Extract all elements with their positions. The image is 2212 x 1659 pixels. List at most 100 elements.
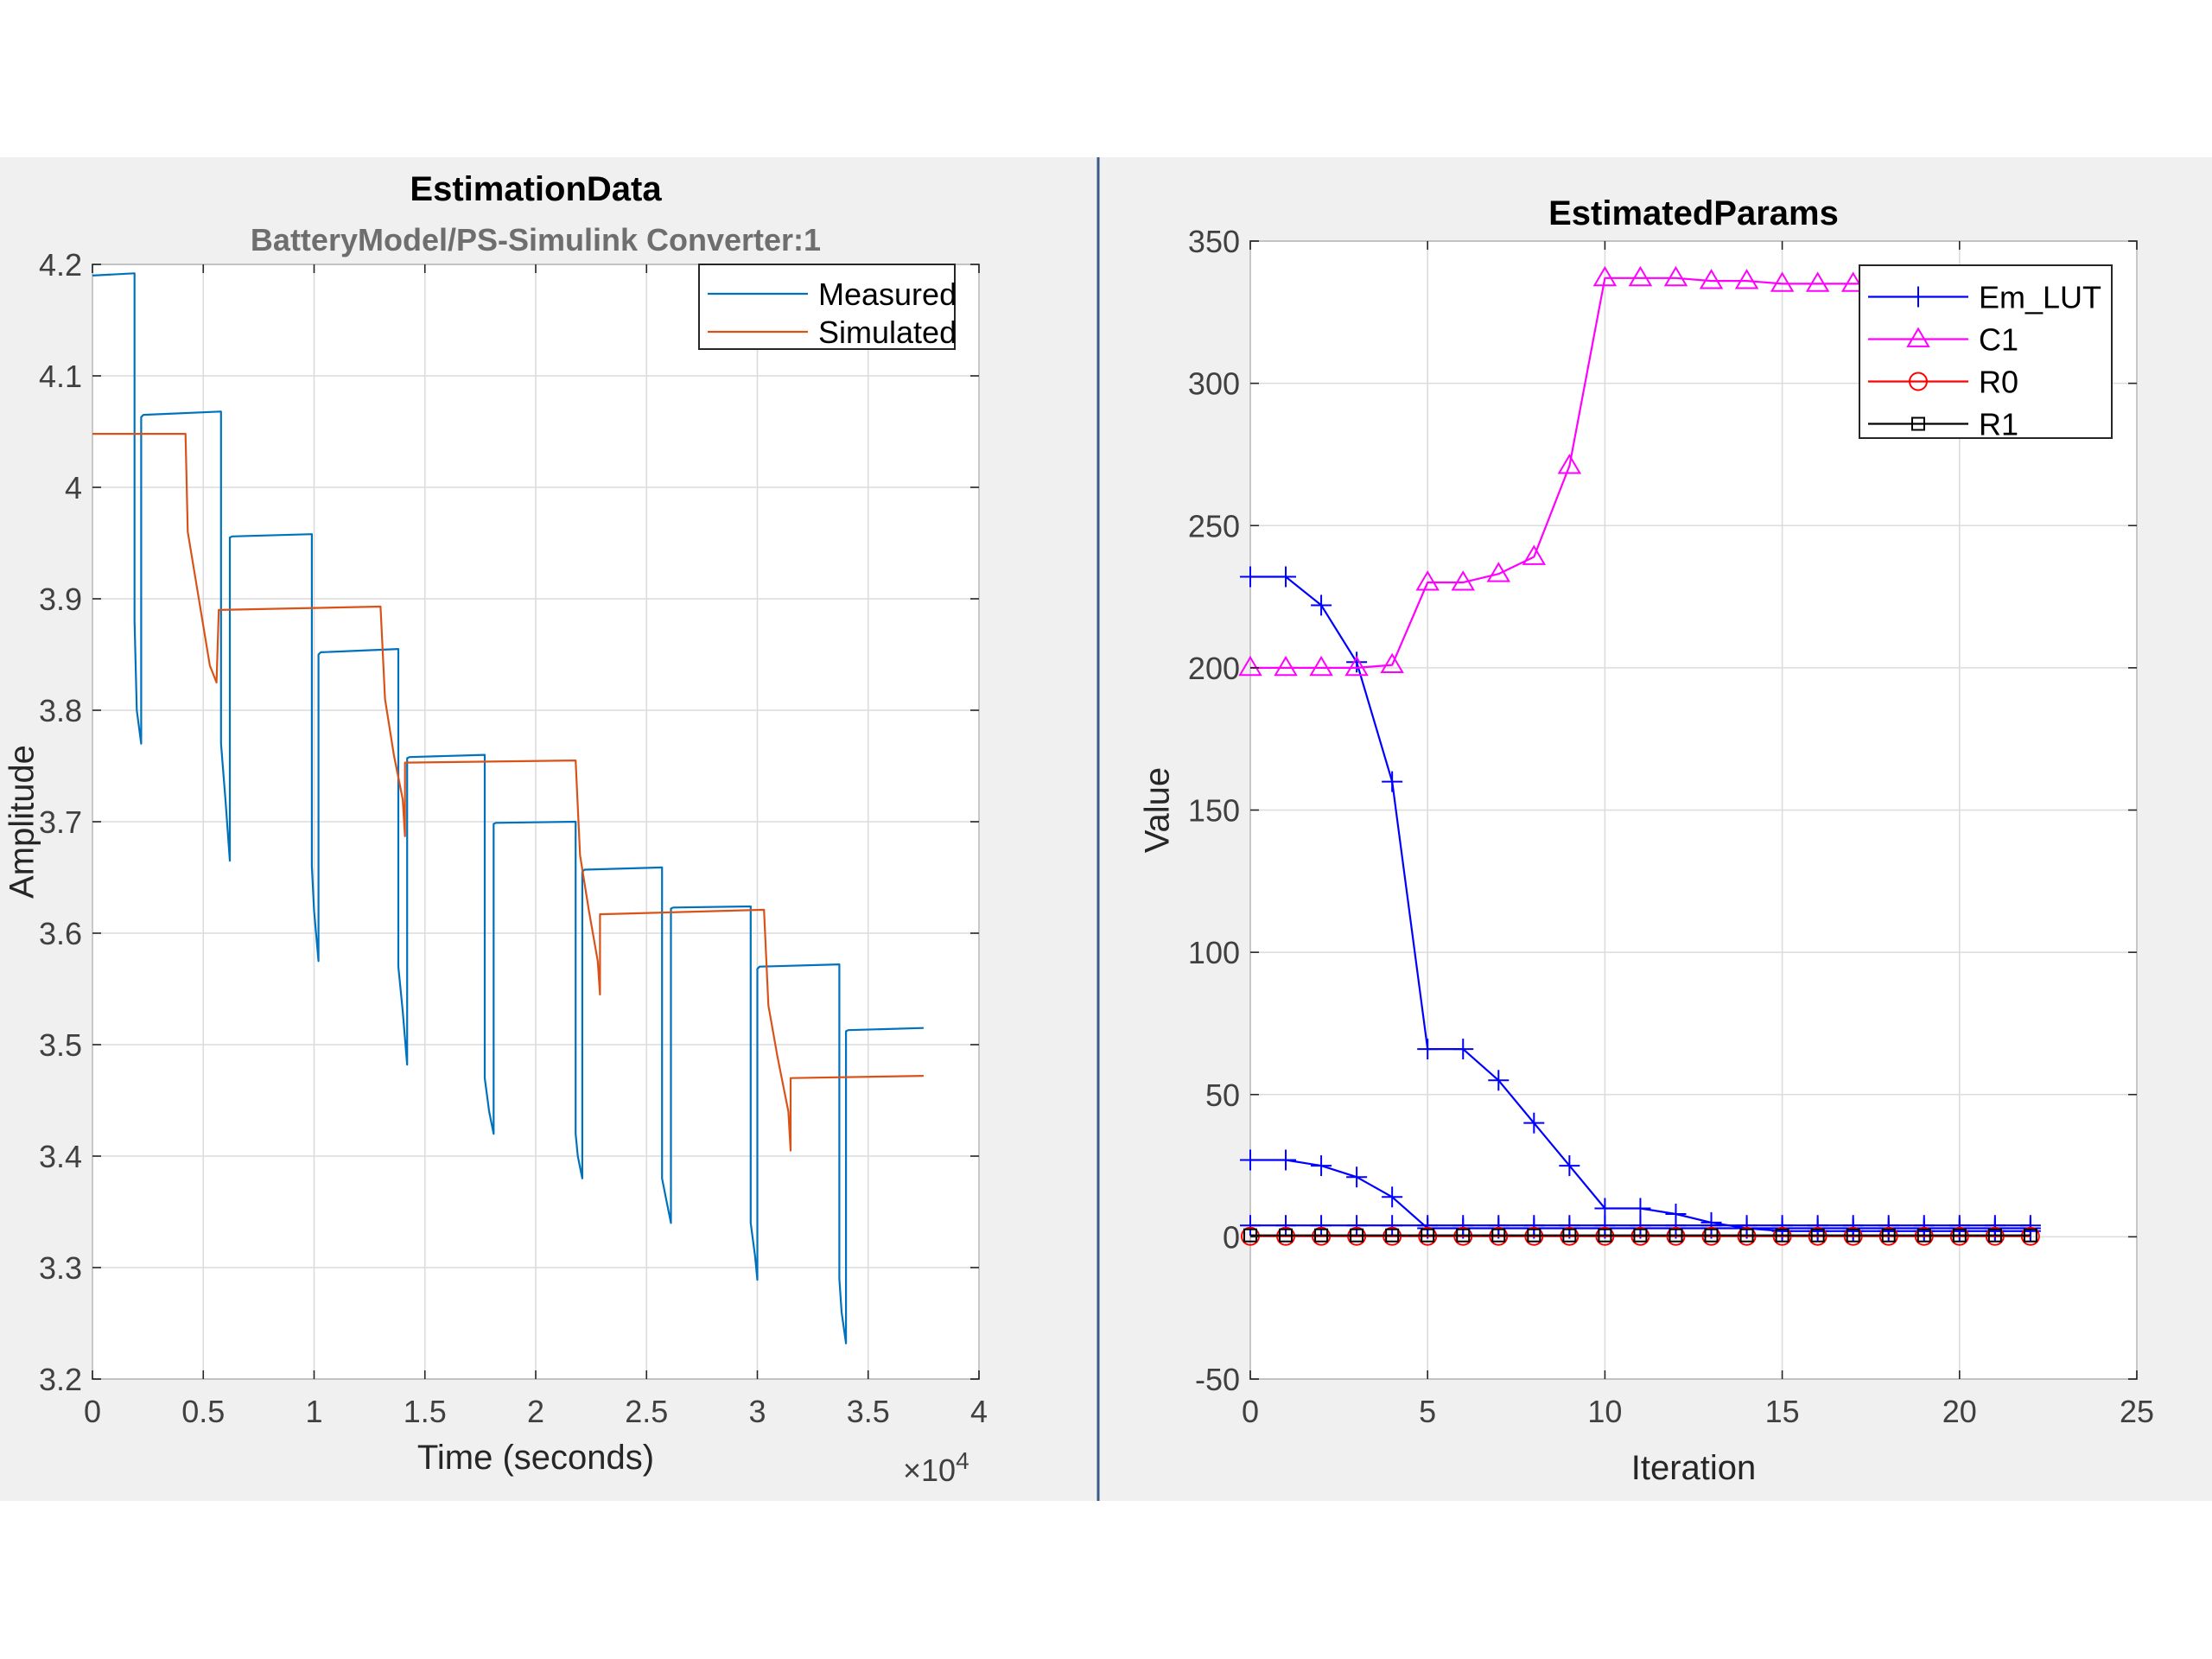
data-point-em-lut-2 xyxy=(1240,1149,1261,1171)
x-tick-label: 3.5 xyxy=(847,1394,890,1429)
data-point-r1 xyxy=(2023,1228,2037,1243)
data-point-em-lut-3 xyxy=(1275,1215,1297,1236)
data-point-em-lut xyxy=(1452,1039,1474,1060)
data-point-c1 xyxy=(1344,655,1369,677)
data-point-c1 xyxy=(1451,570,1475,591)
data-point-r1 xyxy=(1279,1228,1294,1243)
y-tick-label: 3.9 xyxy=(39,582,82,617)
x-tick-label: 5 xyxy=(1419,1394,1436,1429)
data-point-em-lut-3 xyxy=(1736,1215,1758,1236)
legend-label: R1 xyxy=(1979,407,2018,442)
data-point-c1 xyxy=(1380,652,1404,673)
data-point-em-lut-3 xyxy=(1842,1215,1864,1236)
data-point-r1 xyxy=(1881,1228,1896,1243)
chart-title: EstimationData xyxy=(410,170,662,208)
data-point-c1 xyxy=(1840,271,1866,292)
x-exponent-label: ×104 xyxy=(903,1447,969,1488)
data-point-r1 xyxy=(1456,1228,1471,1243)
plot-area xyxy=(92,272,924,1344)
data-point-r1 xyxy=(1385,1228,1400,1243)
series-simulated xyxy=(92,433,924,1152)
legend-item-measured: Measured xyxy=(708,276,957,312)
data-point-em-lut-3 xyxy=(1771,1215,1793,1236)
grid xyxy=(92,264,980,1380)
estimation-data-chart: 0 0.5 1 1.5 2 2.5 3 3.5 4 3.23.33.43.53.63.73.83… xyxy=(3,170,988,1488)
data-point-r1 xyxy=(1421,1228,1435,1243)
data-point-em-lut-3 xyxy=(1948,1215,1970,1236)
data-point-c1 xyxy=(1486,562,1511,582)
data-point-em-lut-3 xyxy=(1665,1215,1687,1236)
data-point-r1 xyxy=(1810,1228,1825,1243)
data-point-em-lut xyxy=(1417,1039,1439,1060)
data-point-c1 xyxy=(1522,544,1547,565)
data-point-c1 xyxy=(1415,570,1440,591)
x-tick-label: 20 xyxy=(1942,1394,1977,1429)
legend[interactable]: Em_LUT C1 R0 R1 xyxy=(1859,264,2113,442)
x-tick-label: 0 xyxy=(1242,1394,1259,1429)
data-point-em-lut-2 xyxy=(1382,1186,1403,1208)
data-point-em-lut xyxy=(1523,1112,1545,1134)
data-point-em-lut-3 xyxy=(1559,1215,1580,1236)
y-tick-label: 250 xyxy=(1188,508,1240,543)
data-point-em-lut-3 xyxy=(1523,1215,1545,1236)
series-em-lut-3 xyxy=(1240,1215,2041,1236)
y-tick-labels: 3.2 3.3 3.4 3.5 3.6 3.7 3.8 3.9 4 4.1 4.2 xyxy=(39,247,82,1397)
data-point-em-lut xyxy=(1488,1070,1510,1091)
legend-label: R0 xyxy=(1979,365,2018,400)
data-point-em-lut xyxy=(1275,566,1297,588)
x-tick-label: 0 xyxy=(84,1394,101,1429)
y-tick-label: 3.7 xyxy=(39,804,82,840)
y-tick-label: 4.1 xyxy=(39,359,82,394)
y-tick-label: 3.4 xyxy=(39,1139,82,1174)
data-point-em-lut-3 xyxy=(1700,1215,1722,1236)
x-tick-label: 0.5 xyxy=(181,1394,225,1429)
data-point-c1 xyxy=(1734,269,1759,289)
y-tick-label: 3.8 xyxy=(39,693,82,728)
y-tick-label: 200 xyxy=(1188,651,1240,686)
data-point-c1 xyxy=(1805,271,1830,292)
data-point-r1 xyxy=(1846,1228,1860,1243)
data-point-em-lut-3 xyxy=(1594,1215,1616,1236)
legend-items: Em_LUT C1 R0 R1 xyxy=(1868,280,2101,442)
data-point-em-lut-2 xyxy=(1275,1149,1297,1171)
data-point-em-lut-3 xyxy=(1311,1215,1332,1236)
data-point-em-lut xyxy=(1382,771,1403,792)
y-tick-label: 4.2 xyxy=(39,247,82,283)
data-point-c1 xyxy=(1309,655,1333,677)
x-tick-label: 2.5 xyxy=(625,1394,668,1429)
y-tick-label: 3.3 xyxy=(39,1250,82,1286)
y-tick-label: 300 xyxy=(1188,366,1240,402)
x-tick-label: 10 xyxy=(1587,1394,1622,1429)
data-point-em-lut-3 xyxy=(1913,1215,1935,1236)
data-point-r1 xyxy=(1633,1228,1648,1243)
legend-marker xyxy=(1911,416,1925,431)
data-point-em-lut-3 xyxy=(1346,1215,1368,1236)
legend-label: Simulated xyxy=(818,315,957,350)
data-point-em-lut-3 xyxy=(1984,1215,2005,1236)
legend-label: C1 xyxy=(1979,322,2018,358)
x-tick-label: 15 xyxy=(1765,1394,1800,1429)
data-point-r1 xyxy=(1739,1228,1754,1243)
chart-title: EstimatedParams xyxy=(1548,194,1839,232)
y-tick-label: 3.5 xyxy=(39,1027,82,1063)
data-point-c1 xyxy=(1557,454,1582,474)
data-point-em-lut-3 xyxy=(1630,1215,1651,1236)
x-exponent-base: ×10 xyxy=(903,1452,956,1488)
data-point-c1 xyxy=(1592,265,1618,287)
legend-item-c1: C1 xyxy=(1868,322,2018,358)
x-tick-label: 3 xyxy=(748,1394,766,1429)
y-tick-label: 3.6 xyxy=(39,916,82,951)
legend-label: Em_LUT xyxy=(1979,280,2101,315)
series-line-measured xyxy=(92,272,924,1344)
y-tick-label: 0 xyxy=(1223,1219,1240,1255)
series-measured xyxy=(92,272,924,1344)
y-axis-label: Amplitude xyxy=(3,745,41,899)
x-tick-label: 4 xyxy=(970,1394,988,1429)
data-point-r1 xyxy=(1916,1228,1931,1243)
data-point-r1 xyxy=(1527,1228,1541,1243)
data-point-em-lut xyxy=(1240,566,1261,588)
data-point-c1 xyxy=(1770,271,1795,292)
x-axis-label: Time (seconds) xyxy=(417,1439,654,1477)
y-tick-label: 3.2 xyxy=(39,1362,82,1397)
